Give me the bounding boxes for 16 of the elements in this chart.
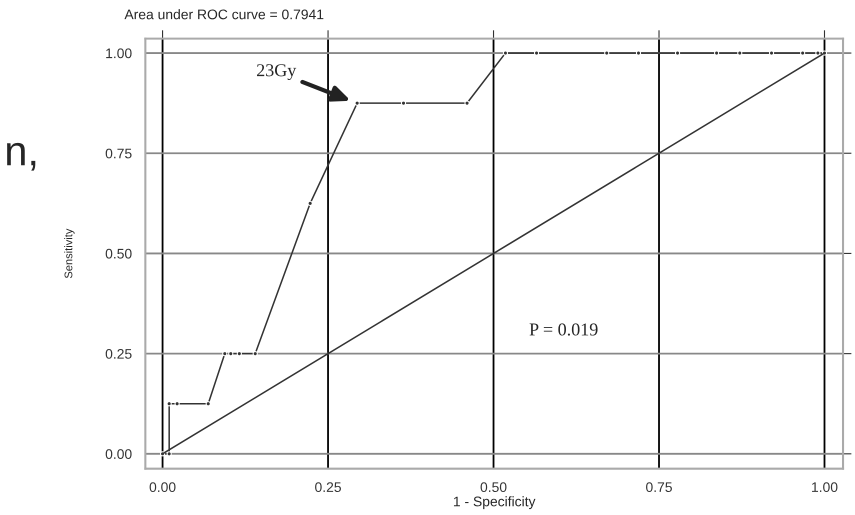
y-tick-label: 0.25 (106, 348, 132, 359)
annotation: 23Gy (256, 64, 296, 80)
y-tick-label: 1.00 (106, 48, 132, 58)
x-tick-label: 0.25 (315, 482, 341, 492)
y-tick-label: 0.50 (106, 248, 132, 259)
x-tick-label: 1.00 (812, 482, 838, 492)
x-tick-label: 0.50 (480, 482, 506, 492)
x-tick-label: 0.00 (150, 482, 176, 492)
y-axis-title: Sensitivity (64, 228, 75, 278)
y-tick-label: 0.00 (106, 449, 132, 459)
x-axis-title: 1 - Specificity (454, 496, 536, 510)
y-tick-label: 0.75 (106, 148, 132, 158)
chart-title: Area under ROC curve = 0.7941 (124, 9, 324, 20)
x-tick-label: 0.75 (646, 482, 672, 492)
annotation: P = 0.019 (530, 323, 598, 336)
text: n, (7, 142, 36, 171)
